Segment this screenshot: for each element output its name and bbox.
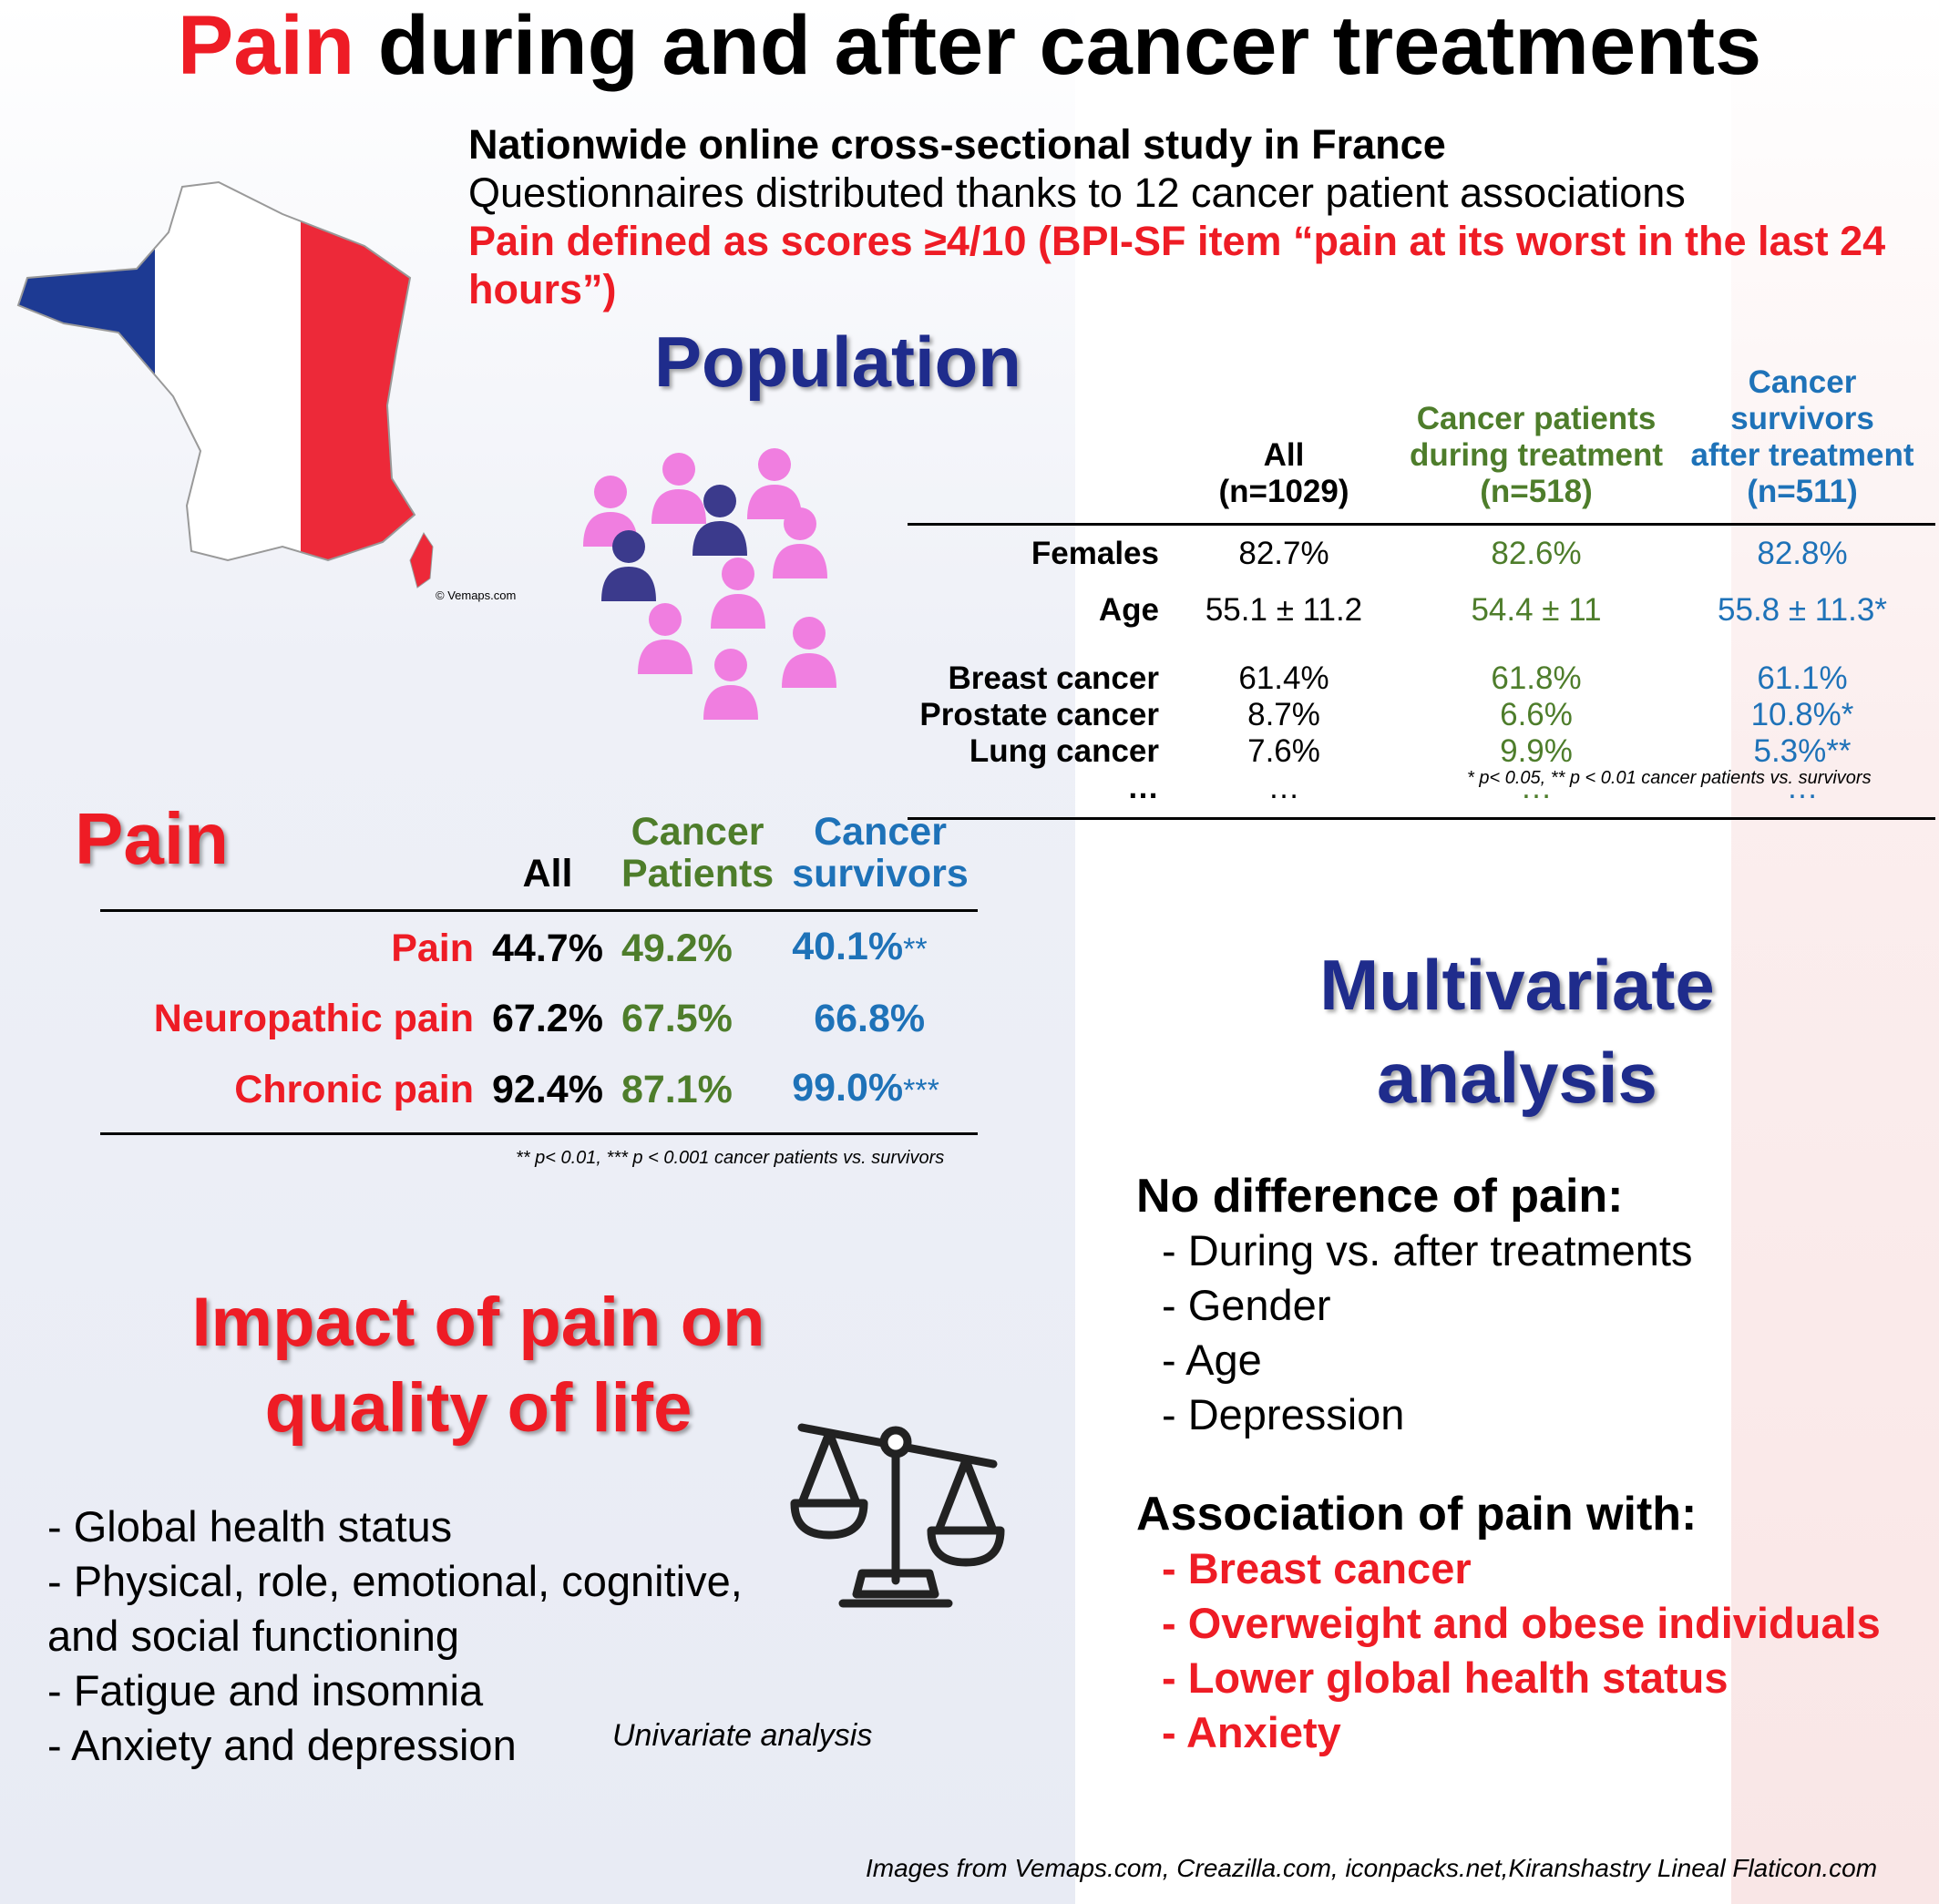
association-section: Association of pain with: - Breast cance… bbox=[1136, 1487, 1881, 1760]
pain-col-survivors: Cancer survivors bbox=[792, 810, 969, 896]
list-item: - Global health status bbox=[47, 1502, 453, 1551]
table-row: Age 55.1 ± 11.2 54.4 ± 11 55.8 ± 11.3* bbox=[1098, 592, 1887, 628]
population-col-survivors: Cancer survivors after treatment (n=511) bbox=[1690, 364, 1914, 509]
study-line-1: Nationwide online cross-sectional study … bbox=[468, 121, 1446, 168]
list-item: - Depression bbox=[1162, 1390, 1405, 1438]
association-title: Association of pain with: bbox=[1136, 1488, 1698, 1541]
pain-header-row: All Cancer Patients Cancer survivors bbox=[100, 811, 978, 911]
impact-heading-line-1: Impact of pain on bbox=[191, 1284, 765, 1361]
no-difference-section: No difference of pain: - During vs. afte… bbox=[1136, 1169, 1692, 1442]
multivariate-heading-line-1: Multivariate bbox=[1319, 945, 1715, 1025]
title-rest: during and after cancer treatments bbox=[354, 0, 1762, 92]
list-item: - Fatigue and insomnia bbox=[47, 1666, 484, 1715]
map-credit: © Vemaps.com bbox=[436, 589, 517, 602]
pain-col-patients: Cancer Patients bbox=[621, 810, 775, 896]
table-row: Breast cancer 61.4% 61.8% 61.1% bbox=[948, 660, 1848, 696]
multivariate-heading-line-2: analysis bbox=[1377, 1038, 1657, 1118]
impact-heading: Impact of pain on quality of life bbox=[146, 1280, 811, 1451]
list-item: - Age bbox=[1162, 1336, 1262, 1384]
table-row: Prostate cancer 8.7% 6.6% 10.8%* bbox=[919, 697, 1854, 732]
list-item: - Anxiety and depression bbox=[47, 1721, 517, 1769]
table-row: Neuropathic pain 67.2% 67.5% 66.8% bbox=[153, 997, 926, 1040]
france-flag-map-icon bbox=[16, 180, 434, 589]
pain-table: All Cancer Patients Cancer survivors Pai… bbox=[100, 811, 978, 1135]
study-description: Nationwide online cross-sectional study … bbox=[468, 120, 1939, 313]
list-item: - Breast cancer bbox=[1162, 1544, 1472, 1592]
pain-footnote: ** p< 0.01, *** p < 0.001 cancer patient… bbox=[516, 1148, 945, 1168]
pain-heading: Pain bbox=[75, 798, 229, 879]
population-col-patients: Cancer patients during treatment (n=518) bbox=[1409, 401, 1664, 509]
univariate-note: Univariate analysis bbox=[612, 1718, 873, 1753]
no-difference-title: No difference of pain: bbox=[1136, 1170, 1624, 1223]
list-item: - Gender bbox=[1162, 1281, 1331, 1329]
list-item: - Physical, role, emotional, cognitive, bbox=[47, 1557, 743, 1605]
table-row: … … … … bbox=[1127, 770, 1819, 805]
population-heading: Population bbox=[654, 322, 1021, 402]
table-row: Lung cancer 7.6% 9.9% 5.3%** bbox=[969, 733, 1852, 769]
table-row: Females 82.7% 82.6% 82.8% bbox=[1031, 536, 1848, 571]
background-flag-red bbox=[1731, 0, 1939, 1904]
population-table: All (n=1029) Cancer patients during trea… bbox=[908, 364, 1935, 820]
list-item: and social functioning bbox=[47, 1612, 460, 1660]
list-item: - Anxiety bbox=[1162, 1708, 1341, 1756]
study-line-2: Questionnaires distributed thanks to 12 … bbox=[468, 169, 1686, 216]
list-item: - During vs. after treatments bbox=[1162, 1226, 1693, 1274]
population-col-all: All (n=1029) bbox=[1218, 437, 1349, 509]
population-footnote: * p< 0.05, ** p < 0.01 cancer patients v… bbox=[1467, 768, 1872, 788]
table-row: Chronic pain 92.4% 87.1% 99.0%*** bbox=[234, 1066, 939, 1111]
impact-list: - Global health status - Physical, role,… bbox=[47, 1500, 743, 1773]
people-group-icon bbox=[583, 448, 836, 720]
pain-col-all: All bbox=[522, 852, 573, 896]
table-row: Pain 44.7% 49.2% 40.1%** bbox=[391, 925, 928, 970]
list-item: - Lower global health status bbox=[1162, 1653, 1729, 1702]
list-item: - Overweight and obese individuals bbox=[1162, 1599, 1881, 1647]
impact-heading-line-2: quality of life bbox=[264, 1369, 692, 1447]
balance-scale-icon bbox=[790, 1423, 1005, 1608]
title-highlight: Pain bbox=[177, 0, 355, 92]
study-line-3: Pain defined as scores ≥4/10 (BPI-SF ite… bbox=[468, 218, 1886, 312]
population-header-row: All (n=1029) Cancer patients during trea… bbox=[908, 364, 1935, 525]
multivariate-heading: Multivariate analysis bbox=[1294, 938, 1740, 1124]
page-title: Pain during and after cancer treatments bbox=[0, 0, 1939, 91]
image-credits: Images from Vemaps.com, Creazilla.com, i… bbox=[866, 1854, 1878, 1882]
